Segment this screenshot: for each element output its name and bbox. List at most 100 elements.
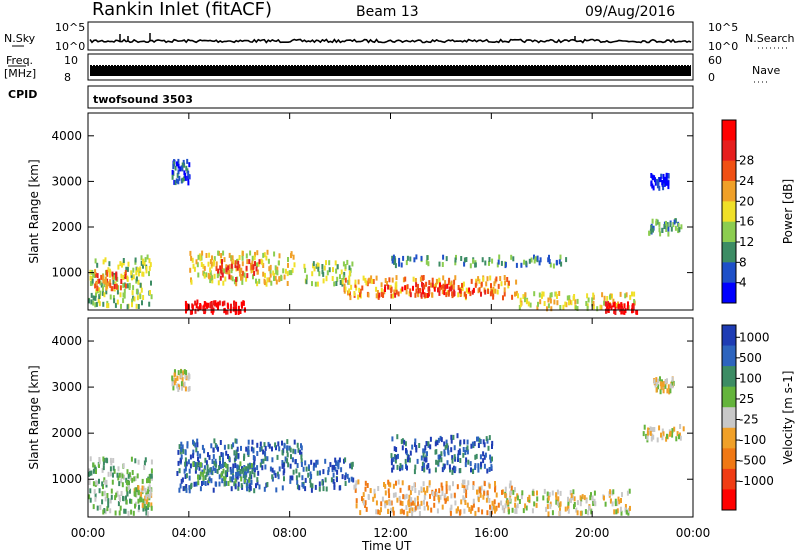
data-cell xyxy=(621,492,623,498)
data-cell xyxy=(116,491,119,497)
data-cell xyxy=(225,450,228,456)
data-cell xyxy=(440,437,443,443)
data-cell xyxy=(198,465,201,471)
data-cell xyxy=(538,292,541,298)
colorbar-tick-label: -100 xyxy=(739,433,766,447)
data-cell xyxy=(130,272,133,278)
data-cell xyxy=(409,450,412,456)
data-cell xyxy=(579,510,582,516)
data-cell xyxy=(223,444,226,450)
data-cell xyxy=(182,448,185,454)
data-cell xyxy=(205,272,208,278)
data-cell xyxy=(322,278,325,284)
data-cell xyxy=(196,451,199,456)
data-cell xyxy=(439,435,442,441)
data-cell xyxy=(206,469,209,474)
data-cell xyxy=(429,436,432,442)
data-cell xyxy=(224,473,227,479)
data-cell xyxy=(251,439,254,445)
data-cell xyxy=(89,470,92,476)
data-cell xyxy=(667,226,670,232)
data-cell xyxy=(225,309,228,315)
data-cell xyxy=(665,172,668,178)
data-cell xyxy=(614,306,617,312)
data-cell xyxy=(131,470,134,475)
data-cell xyxy=(305,466,308,472)
data-cell xyxy=(249,265,252,271)
data-cell xyxy=(463,497,466,503)
data-cell xyxy=(265,482,268,488)
data-cell xyxy=(302,466,305,472)
data-cell xyxy=(470,467,472,473)
data-cell xyxy=(239,472,242,478)
data-cell xyxy=(144,457,147,463)
data-cell xyxy=(573,496,576,502)
data-cell xyxy=(274,265,277,271)
data-cell xyxy=(256,262,258,268)
data-cell xyxy=(259,441,262,447)
data-cell xyxy=(122,282,125,288)
data-cell xyxy=(100,274,103,280)
data-cell xyxy=(203,265,206,271)
data-cell xyxy=(515,279,518,285)
data-cell xyxy=(178,175,181,181)
data-cell xyxy=(417,283,419,289)
data-cell xyxy=(189,463,192,469)
data-cell xyxy=(177,370,180,376)
data-cell xyxy=(394,263,397,269)
data-cell xyxy=(411,500,414,506)
freq-left-tick-bottom: 8 xyxy=(64,71,71,84)
data-cell xyxy=(104,276,107,282)
data-cell xyxy=(269,272,272,278)
data-cell xyxy=(542,495,545,501)
data-cell xyxy=(472,481,475,487)
data-cell xyxy=(253,459,256,465)
data-cell xyxy=(465,257,468,262)
data-cell xyxy=(217,268,220,274)
data-cell xyxy=(339,274,341,280)
data-cell xyxy=(572,295,575,301)
data-cell xyxy=(257,470,260,476)
data-cell xyxy=(327,466,330,472)
data-cell xyxy=(445,481,448,486)
data-cell xyxy=(452,481,454,487)
data-cell xyxy=(491,444,493,449)
data-cell xyxy=(333,464,335,470)
data-cell xyxy=(652,185,655,191)
data-cell xyxy=(282,462,285,468)
data-cell xyxy=(453,492,456,498)
data-cell xyxy=(281,440,283,446)
data-cell xyxy=(148,478,151,484)
data-cell xyxy=(421,466,424,471)
noise-right-tick-bottom: 10^0 xyxy=(708,40,738,53)
data-cell xyxy=(407,500,410,506)
colorbar-tick-label: 12 xyxy=(739,235,754,249)
data-cell xyxy=(562,304,565,310)
data-cell xyxy=(107,502,110,508)
data-cell xyxy=(135,289,138,295)
data-cell xyxy=(274,442,277,448)
data-cell xyxy=(95,289,98,295)
data-cell xyxy=(250,446,253,452)
data-cell xyxy=(433,286,436,292)
data-cell xyxy=(256,442,259,448)
data-cell xyxy=(328,267,331,273)
data-cell xyxy=(177,169,180,175)
data-cell xyxy=(541,291,544,297)
data-cell xyxy=(103,279,106,285)
data-cell xyxy=(404,458,407,464)
data-cell xyxy=(475,453,478,459)
data-cell xyxy=(90,470,93,476)
data-cell xyxy=(324,477,327,483)
data-cell xyxy=(547,511,550,517)
data-cell xyxy=(234,438,237,444)
data-cell xyxy=(444,284,447,290)
data-cell xyxy=(546,498,549,504)
data-cell xyxy=(631,308,633,314)
data-cell xyxy=(199,303,202,308)
data-cell xyxy=(296,484,299,490)
data-cell xyxy=(390,286,393,292)
data-cell xyxy=(222,476,225,482)
